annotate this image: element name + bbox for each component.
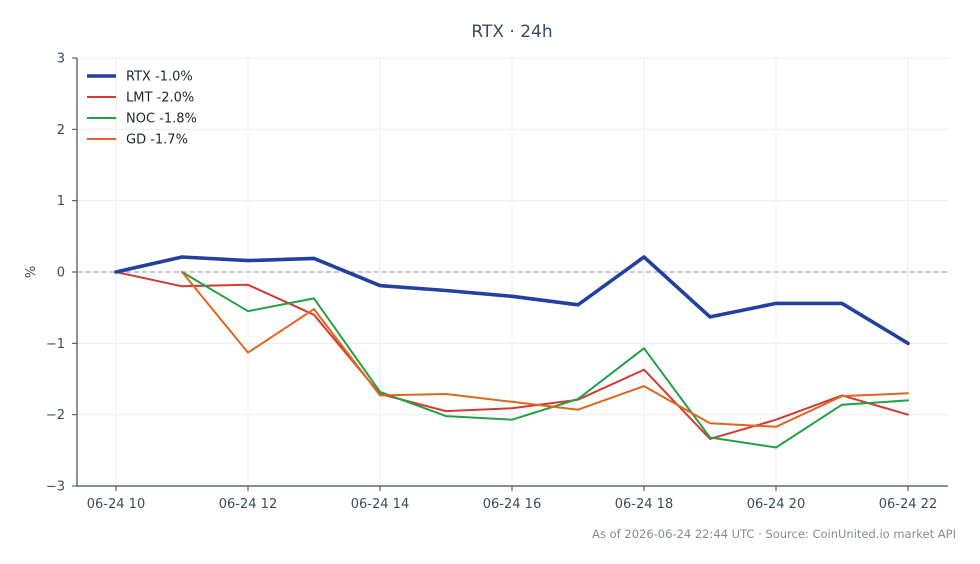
series-line-gd <box>181 271 909 428</box>
x-tick-label: 06-24 10 <box>87 497 145 512</box>
series-line-rtx <box>114 255 910 346</box>
x-tick-label: 06-24 22 <box>879 497 937 512</box>
x-tick-label: 06-24 18 <box>615 497 673 512</box>
x-tick-label: 06-24 14 <box>351 497 409 512</box>
y-tick-label: 0 <box>57 266 65 281</box>
series-line-lmt <box>115 271 909 440</box>
x-tick-label: 06-24 12 <box>219 497 277 512</box>
legend-label-lmt: LMT -2.0% <box>126 91 194 106</box>
y-tick-label: −2 <box>46 408 65 423</box>
series-line-noc <box>181 271 909 449</box>
x-tick-label: 06-24 20 <box>747 497 805 512</box>
y-ticks: 3 2 1 0 −1 −2 −3 <box>46 52 77 495</box>
y-tick-label: 1 <box>57 194 65 209</box>
legend-label-noc: NOC -1.8% <box>126 112 197 127</box>
chart-title: RTX · 24h <box>471 22 552 42</box>
legend-label-gd: GD -1.7% <box>126 133 188 148</box>
series-lines <box>114 255 910 449</box>
y-tick-label: −1 <box>46 337 65 352</box>
y-tick-label: −3 <box>46 480 65 495</box>
x-ticks: 06-24 10 06-24 12 06-24 14 06-24 16 06-24 18… <box>87 486 937 512</box>
legend: RTX -1.0% LMT -2.0% NOC -1.8% GD -1.7% <box>87 70 197 148</box>
source-note: As of 2026-06-24 22:44 UTC · Source: Coi… <box>592 527 956 541</box>
legend-label-rtx: RTX -1.0% <box>126 70 193 85</box>
x-tick-label: 06-24 16 <box>483 497 541 512</box>
y-tick-label: 2 <box>57 123 65 138</box>
y-tick-label: 3 <box>57 52 65 67</box>
y-axis-label: % <box>24 266 39 278</box>
